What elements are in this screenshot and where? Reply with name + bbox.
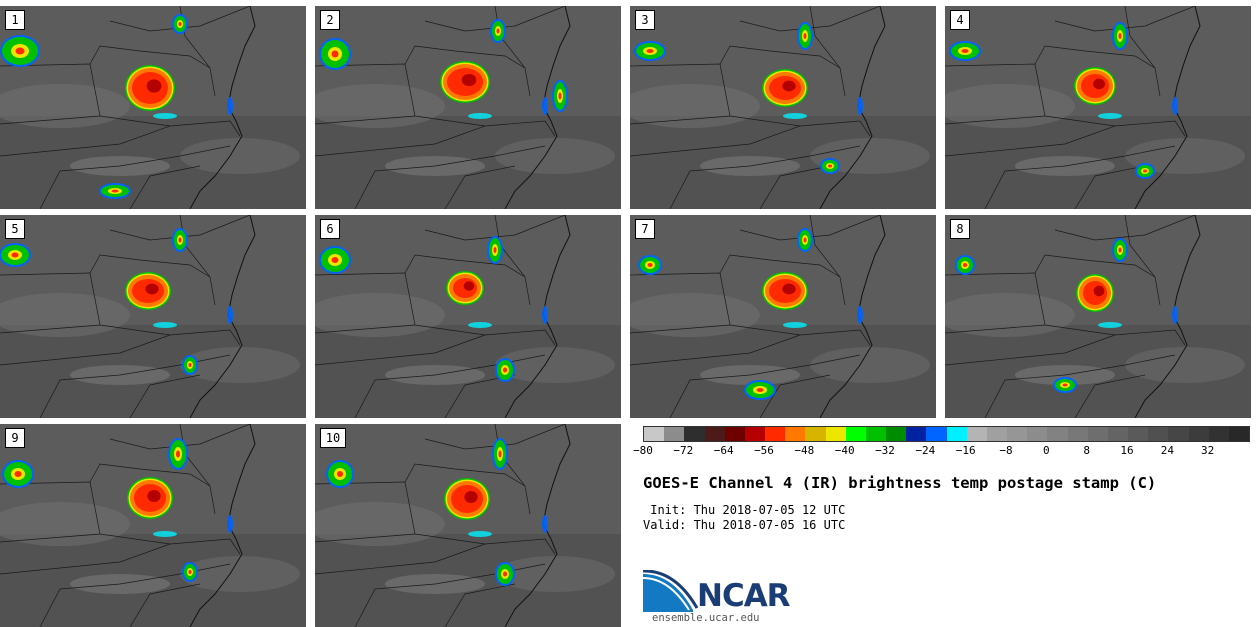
colorbar-tick-label: −72 xyxy=(673,444,694,457)
panel-number: 8 xyxy=(950,219,970,239)
colorbar-cell xyxy=(744,427,766,441)
postage-stamp-map-6: 6 xyxy=(315,215,621,418)
postage-stamp-map-9: 9 xyxy=(0,424,306,627)
ir-map xyxy=(945,215,1251,418)
ir-map xyxy=(315,6,621,209)
colorbar-cell xyxy=(644,427,665,441)
panel-number: 2 xyxy=(320,10,340,30)
colorbar-tick-label: 24 xyxy=(1160,444,1174,457)
colorbar-cell xyxy=(926,427,947,441)
panel-number: 4 xyxy=(950,10,970,30)
colorbar-tick-label: 8 xyxy=(1083,444,1090,457)
ir-map xyxy=(315,215,621,418)
colorbar-cell xyxy=(825,427,846,441)
ir-map xyxy=(945,6,1251,209)
panel-number: 6 xyxy=(320,219,340,239)
colorbar-cell xyxy=(986,427,1008,441)
colorbar-tick-label: 0 xyxy=(1043,444,1050,457)
colorbar-cell xyxy=(1148,427,1169,441)
colorbar-tick-label: −48 xyxy=(794,444,815,457)
colorbar-cell xyxy=(1128,427,1149,441)
init-time: Init: Thu 2018-07-05 12 UTC xyxy=(643,503,846,517)
colorbar-cell xyxy=(906,427,927,441)
ncar-wordmark: NCAR xyxy=(697,578,791,614)
colorbar-cell xyxy=(805,427,826,441)
ensemble-url: ensemble.ucar.edu xyxy=(652,612,760,624)
valid-time: Valid: Thu 2018-07-05 16 UTC xyxy=(643,518,846,532)
colorbar-cell xyxy=(1067,427,1088,441)
figure-title: GOES-E Channel 4 (IR) brightness temp po… xyxy=(643,474,1157,492)
colorbar-cell xyxy=(785,427,806,441)
ir-map xyxy=(630,6,936,209)
ir-map xyxy=(0,215,306,418)
colorbar-cell xyxy=(1228,427,1250,441)
colorbar-cell xyxy=(684,427,705,441)
postage-stamp-map-4: 4 xyxy=(945,6,1251,209)
colorbar-tick-label: −64 xyxy=(713,444,734,457)
postage-stamp-map-1: 1 xyxy=(0,6,306,209)
colorbar-cell xyxy=(865,427,887,441)
postage-stamp-map-3: 3 xyxy=(630,6,936,209)
panel-number: 5 xyxy=(5,219,25,239)
colorbar-cell xyxy=(724,427,745,441)
colorbar-tick-label: 32 xyxy=(1201,444,1215,457)
colorbar-tick-label: −32 xyxy=(875,444,895,457)
colorbar-cell xyxy=(1047,427,1068,441)
colorbar-cell xyxy=(704,427,725,441)
colorbar xyxy=(643,426,1250,442)
colorbar-tick-label: 16 xyxy=(1120,444,1134,457)
panel-number: 1 xyxy=(5,10,25,30)
colorbar-cell xyxy=(1027,427,1048,441)
colorbar-cell xyxy=(845,427,866,441)
colorbar-cell xyxy=(1007,427,1028,441)
colorbar-tick-label: −80 xyxy=(633,444,653,457)
panel-number: 7 xyxy=(635,219,655,239)
colorbar-tick-label: −24 xyxy=(915,444,936,457)
colorbar-cell xyxy=(1168,427,1189,441)
ir-map xyxy=(315,424,621,627)
colorbar-cell xyxy=(765,427,786,441)
ir-map xyxy=(630,215,936,418)
postage-stamp-map-2: 2 xyxy=(315,6,621,209)
colorbar-tick-label: −40 xyxy=(834,444,855,457)
colorbar-tick-label: −8 xyxy=(999,444,1013,457)
ncar-swoosh-icon xyxy=(643,570,699,612)
ir-map xyxy=(0,424,306,627)
colorbar-ticks: −80 −72 −64 −56 −48 −40 −32 −24 −16 −8 0 8 16 24 32 xyxy=(633,444,1250,460)
colorbar-cell xyxy=(946,427,967,441)
panel-number: 10 xyxy=(320,428,346,448)
colorbar-cell xyxy=(1208,427,1229,441)
postage-stamp-map-8: 8 xyxy=(945,215,1251,418)
colorbar-cell xyxy=(1188,427,1209,441)
colorbar-cell xyxy=(966,427,987,441)
panel-number: 9 xyxy=(5,428,25,448)
colorbar-cell xyxy=(1087,427,1108,441)
colorbar-cell xyxy=(1107,427,1129,441)
postage-stamp-map-5: 5 xyxy=(0,215,306,418)
colorbar-cell xyxy=(664,427,685,441)
colorbar-tick-label: −56 xyxy=(754,444,774,457)
colorbar-cell xyxy=(886,427,907,441)
ir-map xyxy=(0,6,306,209)
postage-stamp-map-7: 7 xyxy=(630,215,936,418)
postage-stamp-map-10: 10 xyxy=(315,424,621,627)
colorbar-tick-label: −16 xyxy=(955,444,976,457)
panel-number: 3 xyxy=(635,10,655,30)
